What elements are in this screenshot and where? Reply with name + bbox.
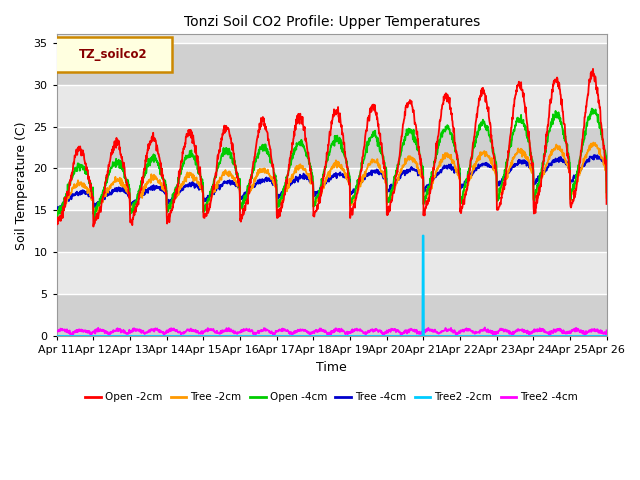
Tree2 -2cm — [366, 333, 374, 339]
Tree2 -4cm — [307, 330, 315, 336]
FancyBboxPatch shape — [54, 37, 172, 72]
Tree2 -4cm — [481, 324, 488, 330]
Tree2 -4cm — [603, 327, 611, 333]
Tree -2cm — [287, 179, 294, 185]
Tree2 -4cm — [366, 328, 374, 334]
Tree -2cm — [366, 162, 374, 168]
Tree2 -2cm — [603, 333, 611, 339]
Line: Tree2 -2cm: Tree2 -2cm — [57, 236, 607, 336]
Open -2cm — [589, 66, 597, 72]
Open -4cm — [366, 136, 374, 142]
Tree -4cm — [118, 186, 125, 192]
Open -4cm — [91, 217, 99, 223]
Open -4cm — [96, 196, 104, 202]
Tree2 -2cm — [53, 333, 61, 339]
Line: Open -2cm: Open -2cm — [57, 69, 607, 227]
Tree2 -2cm — [95, 333, 103, 339]
Tree2 -2cm — [419, 233, 427, 239]
Bar — [57, 1, 607, 43]
Tree -2cm — [53, 210, 61, 216]
Bar — [57, 168, 607, 210]
Tree2 -2cm — [307, 333, 315, 339]
Open -4cm — [588, 106, 596, 111]
Bar — [57, 43, 607, 84]
Tree2 -4cm — [95, 327, 103, 333]
Open -4cm — [308, 171, 316, 177]
Open -2cm — [90, 224, 97, 229]
Tree -2cm — [126, 212, 134, 217]
Tree -2cm — [308, 180, 316, 185]
Bar — [57, 294, 607, 336]
Tree -4cm — [366, 170, 374, 176]
Line: Tree2 -4cm: Tree2 -4cm — [57, 327, 607, 336]
Open -2cm — [96, 208, 104, 214]
Tree -2cm — [603, 195, 611, 201]
Open -4cm — [298, 140, 305, 145]
Bar — [57, 127, 607, 168]
Tree -2cm — [298, 164, 305, 170]
Line: Tree -2cm: Tree -2cm — [57, 143, 607, 215]
Tree2 -2cm — [298, 333, 305, 339]
Tree2 -4cm — [118, 329, 125, 335]
Open -2cm — [308, 177, 316, 183]
Tree2 -4cm — [298, 328, 305, 334]
Open -4cm — [53, 213, 61, 219]
Text: TZ_soilco2: TZ_soilco2 — [79, 48, 147, 61]
Y-axis label: Soil Temperature (C): Soil Temperature (C) — [15, 121, 28, 250]
Tree -4cm — [307, 180, 315, 185]
Title: Tonzi Soil CO2 Profile: Upper Temperatures: Tonzi Soil CO2 Profile: Upper Temperatur… — [184, 15, 480, 29]
Open -4cm — [118, 165, 126, 171]
Open -2cm — [366, 106, 374, 111]
Tree -2cm — [589, 140, 597, 145]
Bar — [57, 252, 607, 294]
Tree -2cm — [118, 180, 125, 186]
Tree -4cm — [298, 174, 305, 180]
Open -2cm — [603, 201, 611, 207]
Tree -4cm — [53, 207, 61, 213]
Open -2cm — [118, 154, 126, 160]
Line: Open -4cm: Open -4cm — [57, 108, 607, 220]
Tree -4cm — [590, 152, 598, 158]
Tree -4cm — [95, 201, 103, 207]
Bar — [57, 84, 607, 127]
Tree2 -4cm — [490, 333, 497, 339]
Tree2 -4cm — [53, 328, 61, 334]
Bar — [57, 210, 607, 252]
Legend: Open -2cm, Tree -2cm, Open -4cm, Tree -4cm, Tree2 -2cm, Tree2 -4cm: Open -2cm, Tree -2cm, Open -4cm, Tree -4… — [81, 388, 582, 407]
Open -4cm — [603, 190, 611, 195]
Tree -2cm — [95, 203, 103, 208]
Open -2cm — [53, 221, 61, 227]
Open -4cm — [287, 156, 294, 162]
Tree -4cm — [603, 178, 611, 183]
X-axis label: Time: Time — [316, 361, 347, 374]
Tree2 -4cm — [286, 331, 294, 337]
Line: Tree -4cm: Tree -4cm — [57, 155, 607, 210]
Open -2cm — [287, 156, 294, 161]
Tree -4cm — [286, 183, 294, 189]
Tree2 -2cm — [286, 333, 294, 339]
Open -2cm — [298, 115, 305, 121]
Tree2 -2cm — [118, 333, 125, 339]
